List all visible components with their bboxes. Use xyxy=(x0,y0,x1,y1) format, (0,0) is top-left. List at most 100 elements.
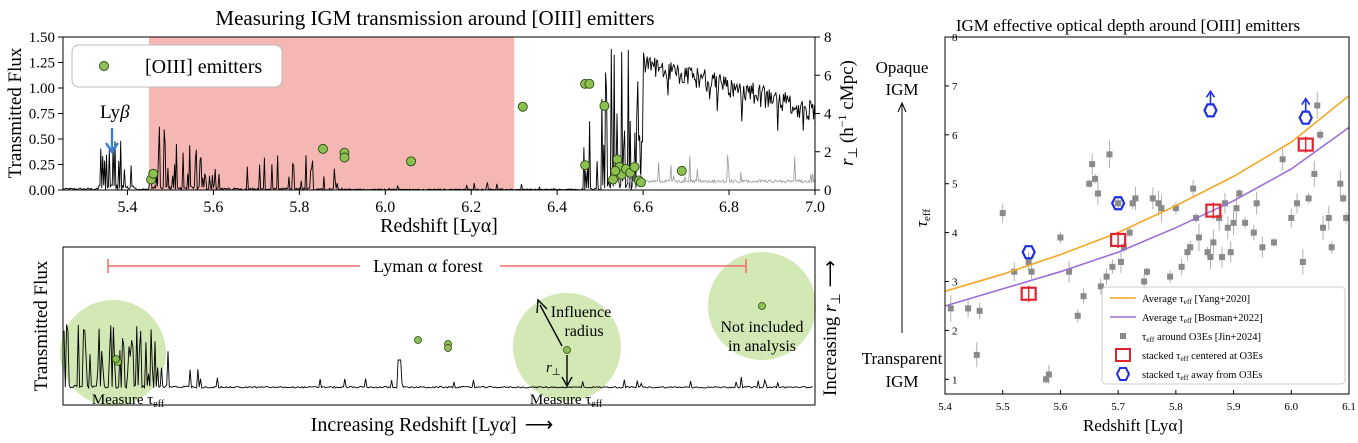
influence-label-2: radius xyxy=(564,323,603,340)
jin2024-point xyxy=(1115,200,1122,207)
panel2-ylabel: Transmitted Flux xyxy=(31,260,52,391)
jin2024-point xyxy=(1227,249,1234,256)
y-tick-label: 0.25 xyxy=(29,158,55,174)
panel1-xlabel: Redshift [Lyα] xyxy=(380,215,498,237)
y-tick-label-right: 2 xyxy=(824,145,832,161)
x-tick-label: 5.8 xyxy=(289,199,309,216)
emitter-marker xyxy=(148,168,159,179)
panel3-stacked-centered xyxy=(1020,136,1314,302)
panel1-spectrum-gray xyxy=(626,155,815,184)
panel1-ylabel: Transmitted Flux xyxy=(5,47,26,178)
jin2024-point xyxy=(1320,224,1327,231)
panel3-ylabel: τeff xyxy=(912,209,933,227)
y-tick-label: 1.00 xyxy=(29,81,55,97)
x-tick-label: 6.8 xyxy=(719,199,739,216)
emitter-dot xyxy=(758,302,766,310)
panel3-title: IGM effective optical depth around [OIII… xyxy=(956,16,1300,35)
emitter-dot xyxy=(563,346,571,354)
x-tick-label: 6.1 xyxy=(1342,401,1356,413)
jin2024-point xyxy=(965,305,972,312)
y-tick-label: 4 xyxy=(952,228,958,240)
lyb-arrow xyxy=(105,128,119,155)
y-tick-label-right: 8 xyxy=(824,30,832,46)
jin2024-point xyxy=(1311,170,1318,177)
lyb-label: Lyβ xyxy=(100,102,130,123)
stacked-away-point xyxy=(1110,196,1126,211)
emitter-dot xyxy=(414,336,422,344)
jin2024-point xyxy=(1207,254,1214,261)
influence-arrow xyxy=(536,298,563,347)
jin2024-point xyxy=(1118,258,1125,265)
panel1-legend-label: [OIII] emitters xyxy=(145,56,262,78)
panel-bottom-left: Lyman α forest Influence radius r⊥ Not i… xyxy=(31,246,843,436)
panel2-xlabel: Increasing Redshift [Lyα] ⟶ xyxy=(311,414,554,436)
x-tick-label: 6.2 xyxy=(461,199,481,216)
jin2024-point xyxy=(1294,200,1301,207)
jin2024-point xyxy=(1141,278,1148,285)
panel2-spectrum-line xyxy=(63,324,813,390)
jin2024-point xyxy=(1120,244,1127,251)
panel1-legend: [OIII] emitters xyxy=(71,44,283,88)
stacked-away-point xyxy=(1298,110,1313,125)
jin2024-point xyxy=(1190,185,1197,192)
emitter-marker xyxy=(676,165,687,176)
jin2024-point xyxy=(1092,175,1099,182)
jin2024-point xyxy=(1305,195,1312,202)
not-included-label-1: Not included xyxy=(720,319,803,336)
y-tick-label: 1.50 xyxy=(29,30,55,46)
stacked-away-point xyxy=(1021,245,1036,260)
y-tick-label: 1 xyxy=(952,374,958,386)
jin2024-point xyxy=(1253,200,1260,207)
x-tick-label: 6.4 xyxy=(547,199,567,216)
jin2024-point xyxy=(1129,200,1136,207)
jin2024-point xyxy=(1167,273,1174,280)
jin2024-point xyxy=(1109,263,1116,270)
legend-yang-label: Average τeff [Yang+2020] xyxy=(1142,294,1250,306)
y-tick-label: 5 xyxy=(952,179,958,191)
jin2024-point xyxy=(1279,156,1286,163)
legend-stacked-centered-marker xyxy=(1115,348,1131,362)
emitter-marker xyxy=(406,156,417,167)
opaque-label-2: IGM xyxy=(885,80,918,99)
jin2024-point xyxy=(1219,254,1226,261)
jin2024-point xyxy=(1221,200,1228,207)
panel3-y-ticks: 1 2 3 4 5 6 7 8 xyxy=(945,32,958,386)
x-tick-label: 6.6 xyxy=(633,199,653,216)
y-tick-label: 3 xyxy=(952,277,958,289)
jin2024-point xyxy=(1155,200,1162,207)
y-tick-label-right: 0 xyxy=(824,183,832,199)
jin2024-point xyxy=(973,351,980,358)
panel3-xlabel: Redshift [Lyα] xyxy=(1083,416,1183,435)
y-tick-label-right: 6 xyxy=(824,68,832,84)
panel1-x-ticks: 5.4 5.6 5.8 6.0 6.2 6.4 6.6 6.8 7.0 xyxy=(117,190,825,216)
emitter-marker xyxy=(318,143,328,154)
y-tick-label: 0.50 xyxy=(29,132,55,148)
panel1-y-ticks: 0.00 0.25 0.50 0.75 1.00 1.25 1.50 xyxy=(29,30,63,199)
jin2024-point xyxy=(1106,151,1113,158)
jin2024-point xyxy=(1340,195,1347,202)
jin2024-point xyxy=(1184,249,1191,256)
jin2024-point xyxy=(1216,214,1223,221)
jin2024-point xyxy=(1250,229,1257,236)
panel1-title: Measuring IGM transmission around [OIII]… xyxy=(215,6,654,30)
jin2024-point xyxy=(1288,214,1295,221)
jin2024-point xyxy=(1236,190,1243,197)
jin2024-point xyxy=(1132,195,1139,202)
x-tick-label: 5.6 xyxy=(203,199,223,216)
jin2024-point xyxy=(1089,161,1096,168)
panel3-legend-box xyxy=(1101,286,1346,385)
measure-label-center: Measure τeff xyxy=(530,392,603,410)
x-tick-label: 5.6 xyxy=(1054,401,1068,413)
jin2024-point xyxy=(1299,258,1306,265)
emitter-dot xyxy=(444,344,452,352)
jin2024-point xyxy=(1210,239,1217,246)
rperp-arrow xyxy=(561,355,573,388)
bosman2022-curve xyxy=(944,126,1350,307)
jin2024-point xyxy=(1233,205,1240,212)
jin2024-point xyxy=(1094,190,1101,197)
transparent-label: Transparent xyxy=(862,349,943,368)
x-tick-label: 5.7 xyxy=(1111,401,1125,413)
legend-stacked-away-marker xyxy=(1115,367,1131,381)
jin2024-point xyxy=(1259,244,1266,251)
